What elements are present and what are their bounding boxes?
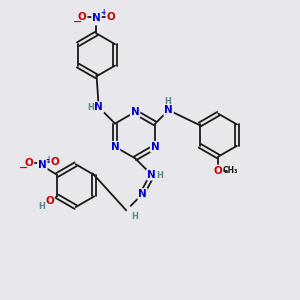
Text: N: N [111, 142, 119, 152]
Text: N: N [147, 170, 156, 180]
Text: N: N [94, 102, 103, 112]
Text: O: O [78, 12, 87, 22]
Text: H: H [165, 97, 171, 106]
Text: H: H [87, 103, 94, 112]
Text: +: + [100, 8, 106, 17]
Text: O: O [50, 157, 59, 166]
Text: H: H [132, 212, 139, 221]
Text: N: N [38, 160, 47, 170]
Text: O: O [45, 196, 54, 206]
Text: N: N [138, 189, 147, 199]
Text: −: − [73, 16, 82, 27]
Text: N: N [151, 142, 160, 152]
Text: H: H [156, 171, 163, 180]
Text: −: − [19, 163, 28, 173]
Text: O: O [25, 158, 33, 168]
Text: H: H [38, 202, 45, 211]
Text: N: N [92, 13, 101, 23]
Text: O: O [106, 12, 115, 22]
Text: CH₃: CH₃ [223, 166, 238, 175]
Text: N: N [164, 105, 173, 115]
Text: N: N [131, 107, 140, 117]
Text: +: + [45, 155, 51, 164]
Text: O: O [214, 166, 223, 176]
